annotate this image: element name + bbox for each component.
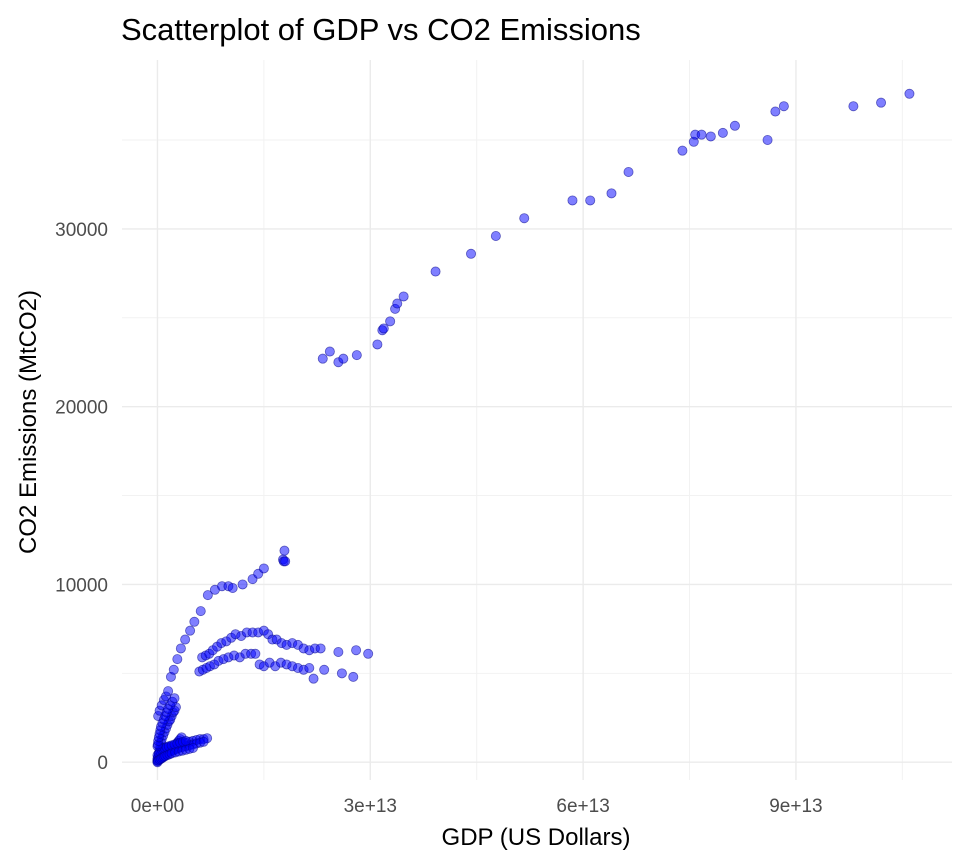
data-point bbox=[567, 195, 578, 206]
y-tick-label: 0 bbox=[97, 753, 108, 774]
y-tick-label: 20000 bbox=[55, 398, 108, 419]
data-point bbox=[250, 648, 261, 659]
data-point bbox=[163, 686, 174, 697]
data-point bbox=[279, 545, 290, 556]
data-point bbox=[189, 616, 200, 627]
data-point bbox=[198, 736, 209, 747]
data-point bbox=[392, 298, 403, 309]
data-point bbox=[398, 291, 409, 302]
data-point bbox=[304, 663, 315, 674]
data-point bbox=[606, 188, 617, 199]
data-point bbox=[385, 316, 396, 327]
data-point bbox=[717, 127, 728, 138]
data-point bbox=[319, 664, 330, 675]
data-point bbox=[770, 106, 781, 117]
data-point bbox=[363, 648, 374, 659]
x-axis-title: GDP (US Dollars) bbox=[442, 824, 631, 851]
data-point bbox=[677, 145, 688, 156]
data-point bbox=[187, 743, 198, 754]
data-point bbox=[372, 339, 383, 350]
chart-title: Scatterplot of GDP vs CO2 Emissions bbox=[121, 12, 641, 47]
data-point bbox=[705, 131, 716, 142]
data-point bbox=[904, 88, 915, 99]
data-point bbox=[180, 634, 191, 645]
grid bbox=[122, 60, 952, 780]
data-point bbox=[237, 579, 248, 590]
y-tick-label: 10000 bbox=[55, 575, 108, 596]
data-point bbox=[848, 101, 859, 112]
data-point bbox=[168, 664, 179, 675]
data-point bbox=[623, 166, 634, 177]
data-point bbox=[258, 563, 269, 574]
data-point bbox=[338, 353, 349, 364]
data-point bbox=[378, 323, 389, 334]
data-point bbox=[280, 556, 291, 567]
data-point bbox=[317, 353, 328, 364]
data-points bbox=[152, 88, 915, 768]
data-point bbox=[333, 647, 344, 658]
data-point bbox=[351, 350, 362, 361]
data-point bbox=[185, 625, 196, 636]
data-point bbox=[348, 671, 359, 682]
y-axis-title: CO2 Emissions (MtCO2) bbox=[15, 290, 42, 554]
x-tick-label: 9e+13 bbox=[769, 796, 822, 817]
data-point bbox=[585, 195, 596, 206]
data-point bbox=[202, 590, 213, 601]
data-point bbox=[519, 213, 530, 224]
data-point bbox=[195, 606, 206, 617]
data-point bbox=[172, 654, 183, 665]
data-point bbox=[466, 248, 477, 259]
data-point bbox=[175, 643, 186, 654]
x-tick-label: 6e+13 bbox=[556, 796, 609, 817]
data-point bbox=[762, 134, 773, 145]
data-point bbox=[324, 346, 335, 357]
data-point bbox=[778, 101, 789, 112]
data-point bbox=[729, 120, 740, 131]
data-point bbox=[336, 668, 347, 679]
data-point bbox=[490, 230, 501, 241]
data-point bbox=[430, 266, 441, 277]
data-point bbox=[315, 643, 326, 654]
y-tick-label: 30000 bbox=[55, 220, 108, 241]
data-point bbox=[351, 645, 362, 656]
data-point bbox=[169, 693, 180, 704]
x-axis-ticks: 0e+00 3e+13 6e+13 9e+13 bbox=[131, 796, 823, 817]
data-point bbox=[308, 673, 319, 684]
data-point bbox=[876, 97, 887, 108]
x-tick-label: 3e+13 bbox=[344, 796, 397, 817]
data-point bbox=[696, 129, 707, 140]
data-point bbox=[227, 583, 238, 594]
x-tick-label: 0e+00 bbox=[131, 796, 184, 817]
y-axis-ticks: 0 10000 20000 30000 bbox=[55, 220, 108, 774]
